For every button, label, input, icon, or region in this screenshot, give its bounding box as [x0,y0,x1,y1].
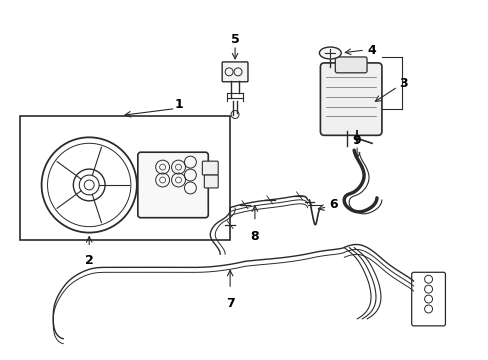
FancyBboxPatch shape [138,152,208,218]
Text: 1: 1 [174,98,183,111]
FancyBboxPatch shape [222,62,247,82]
Text: 2: 2 [84,255,93,267]
Bar [20,116,230,239]
Text: 5: 5 [230,33,239,46]
Text: 7: 7 [225,297,234,310]
FancyBboxPatch shape [335,57,366,73]
Text: 4: 4 [367,44,376,57]
Text: 6: 6 [328,198,337,211]
FancyBboxPatch shape [204,175,218,188]
Text: 9: 9 [352,134,361,147]
Text: 8: 8 [250,230,259,243]
Ellipse shape [319,47,341,59]
Text: 3: 3 [399,77,407,90]
FancyBboxPatch shape [320,63,381,135]
FancyBboxPatch shape [202,161,218,175]
